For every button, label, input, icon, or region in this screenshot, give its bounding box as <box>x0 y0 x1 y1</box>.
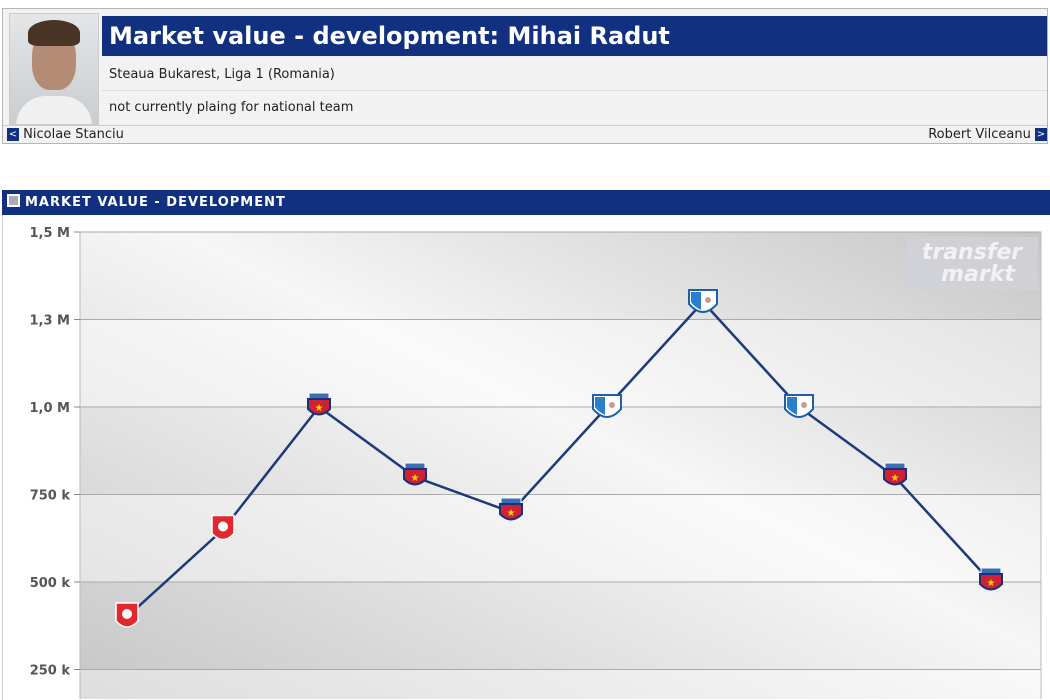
data-point-steaua-crest-icon[interactable]: ★ <box>979 567 1003 591</box>
svg-text:markt: markt <box>941 262 1016 287</box>
prev-player-name[interactable]: Nicolae Stanciu <box>23 127 124 142</box>
collapse-box-icon[interactable] <box>7 194 20 207</box>
svg-text:★: ★ <box>891 473 900 484</box>
player-photo <box>9 13 99 125</box>
chevron-left-icon: < <box>7 128 19 141</box>
data-point-red-club-crest-icon[interactable] <box>115 602 139 628</box>
svg-text:transfer: transfer <box>922 240 1023 265</box>
page-title: Market value - development: Mihai Radut <box>102 16 1047 56</box>
data-point-steaua-crest-icon[interactable]: ★ <box>883 462 907 486</box>
next-player-name[interactable]: Robert Vilceanu <box>928 127 1031 142</box>
section-header: MARKET VALUE - DEVELOPMENT <box>2 190 1050 215</box>
y-tick-label: 1,3 M <box>30 314 71 329</box>
chart-svg: 250 k 500 k 750 k 1,0 M 1,3 M 1,5 M transfer … <box>30 226 1042 699</box>
data-point-pandurii-crest-icon[interactable] <box>784 394 814 418</box>
y-tick-label: 750 k <box>30 489 71 504</box>
chevron-right-icon: > <box>1035 128 1047 141</box>
svg-text:★: ★ <box>987 578 996 589</box>
player-nav: < Nicolae Stanciu Robert Vilceanu > <box>3 125 1047 144</box>
y-tick-label: 1,5 M <box>30 226 71 241</box>
section-title: MARKET VALUE - DEVELOPMENT <box>25 195 286 210</box>
svg-text:★: ★ <box>507 508 516 519</box>
prev-player-link[interactable]: < Nicolae Stanciu <box>7 127 124 142</box>
market-value-chart: 250 k 500 k 750 k 1,0 M 1,3 M 1,5 M transfer … <box>2 215 1050 700</box>
y-tick-label: 250 k <box>30 664 71 679</box>
value-line <box>126 300 992 618</box>
data-point-steaua-crest-icon[interactable]: ★ <box>499 497 523 521</box>
player-header: Market value - development: Mihai Radut … <box>2 8 1048 144</box>
data-point-pandurii-crest-icon[interactable] <box>688 289 718 313</box>
club-info: Steaua Bukarest, Liga 1 (Romania) <box>102 59 1047 91</box>
svg-text:★: ★ <box>411 473 420 484</box>
watermark-logo: transfer markt <box>906 237 1038 290</box>
data-point-steaua-crest-icon[interactable]: ★ <box>403 462 427 486</box>
next-player-link[interactable]: Robert Vilceanu > <box>928 127 1047 142</box>
y-tick-label: 1,0 M <box>30 401 71 416</box>
data-point-pandurii-crest-icon[interactable] <box>592 394 622 418</box>
y-tick-label: 500 k <box>30 576 71 591</box>
svg-text:★: ★ <box>315 403 324 414</box>
data-point-steaua-crest-icon[interactable]: ★ <box>307 392 331 416</box>
national-team-info: not currently plaing for national team <box>109 100 354 115</box>
data-point-red-club-crest-icon[interactable] <box>211 514 235 541</box>
